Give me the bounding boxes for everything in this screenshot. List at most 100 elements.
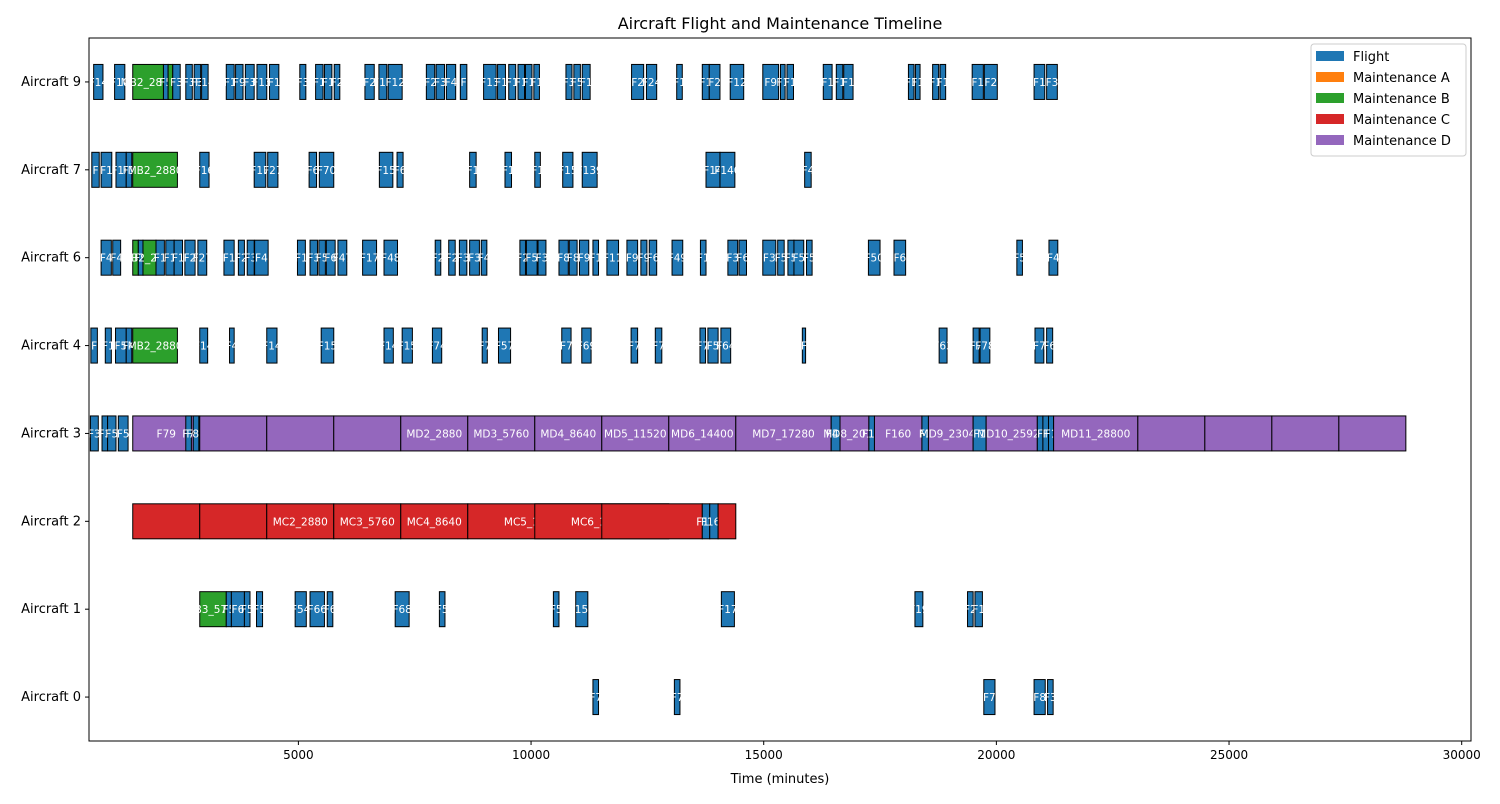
- task-bar: [299, 63, 307, 100]
- task-bar-group: F1: [1033, 63, 1046, 100]
- task-bar-group: F64: [716, 327, 736, 364]
- task-bar: [727, 239, 739, 276]
- task-bar-group: F3: [563, 63, 575, 100]
- task-bar-group: F9: [626, 239, 639, 276]
- task-bar-group: F48: [381, 239, 400, 276]
- task-bar-group: F70: [317, 151, 336, 188]
- task-label: F63: [933, 341, 952, 353]
- legend-label: Maintenance B: [1353, 92, 1450, 107]
- task-bar: [93, 63, 104, 100]
- legend-swatch: [1316, 72, 1344, 82]
- task-bar: [519, 239, 526, 276]
- task-bar: [631, 63, 645, 100]
- task-label: F8: [1033, 692, 1046, 704]
- task-label: F4: [478, 253, 491, 265]
- task-bar: [533, 63, 540, 100]
- task-bar-group: F16: [195, 151, 214, 188]
- x-axis-label: Time (minutes): [730, 772, 830, 787]
- task-bar-group: F1: [580, 63, 593, 100]
- task-label: F48: [381, 253, 400, 265]
- task-bar-group: F1: [776, 63, 789, 100]
- task-bar: [425, 63, 436, 100]
- task-label: F5: [115, 341, 128, 353]
- task-bar: [318, 239, 326, 276]
- task-bar: [318, 151, 335, 188]
- task-bar-group: F8: [567, 239, 580, 276]
- task-bar: [504, 151, 513, 188]
- task-bar-group: F49: [668, 239, 687, 276]
- task-bar: [125, 327, 133, 364]
- task-bar-group: F2: [331, 63, 343, 100]
- task-bar: [199, 415, 268, 452]
- task-bar-group: MD3_5760: [467, 415, 536, 452]
- task-bar-group: F17: [360, 239, 379, 276]
- task-bar: [243, 591, 251, 628]
- task-bar: [843, 63, 854, 100]
- task-label: F1: [123, 165, 136, 177]
- task-bar-group: F6: [1043, 327, 1056, 364]
- task-bar: [185, 63, 193, 100]
- task-bar-group: MD2_2880: [400, 415, 469, 452]
- task-bar-group: F4: [1047, 239, 1060, 276]
- task-bar: [269, 63, 280, 100]
- task-bar-group: F17: [250, 151, 270, 188]
- task-bar: [1016, 239, 1023, 276]
- task-bar: [648, 239, 658, 276]
- task-label: F78: [975, 341, 994, 353]
- task-bar: [184, 239, 196, 276]
- task-bar-group: [717, 503, 737, 540]
- task-bar: [592, 679, 600, 716]
- task-label: F1: [821, 77, 834, 89]
- task-bar-group: F7: [589, 679, 602, 716]
- task-label: F3: [536, 253, 549, 265]
- task-label: F14: [195, 77, 215, 89]
- task-bar: [575, 591, 589, 628]
- task-bar: [822, 63, 833, 100]
- task-label: F3: [170, 77, 183, 89]
- task-label: MC2_2880: [273, 516, 328, 528]
- task-bar: [1338, 415, 1407, 452]
- task-bar: [333, 415, 402, 452]
- task-bar: [235, 63, 244, 100]
- task-label: F5: [1013, 253, 1026, 265]
- task-bar-group: F4: [100, 239, 113, 276]
- task-label: F1: [515, 77, 528, 89]
- task-bar-group: [132, 503, 201, 540]
- legend-swatch: [1316, 51, 1344, 61]
- legend-swatch: [1316, 114, 1344, 124]
- task-bar-group: F7: [983, 679, 996, 716]
- task-label: F7: [628, 341, 641, 353]
- task-bar-group: F1: [821, 63, 834, 100]
- task-bar: [378, 63, 388, 100]
- task-label: F1: [502, 165, 515, 177]
- task-bar-group: MD9_23040: [920, 415, 982, 452]
- task-bar-group: F4: [478, 239, 491, 276]
- task-bar: [1137, 415, 1206, 452]
- task-bar-group: F1: [833, 63, 846, 100]
- task-label: F5: [316, 253, 329, 265]
- task-bar-group: [1137, 415, 1206, 452]
- task-label: F4: [802, 165, 815, 177]
- task-bar-group: F12: [727, 63, 747, 100]
- task-label: F47: [333, 253, 352, 265]
- task-label: MD9_23040: [920, 428, 982, 440]
- task-label: F4: [1047, 253, 1060, 265]
- task-label: F5: [436, 604, 449, 616]
- task-bar-group: F3: [457, 239, 469, 276]
- task-label: F15: [558, 165, 577, 177]
- task-bar: [100, 151, 113, 188]
- task-bar: [497, 63, 506, 100]
- task-label: MD4_8640: [540, 428, 596, 440]
- task-label: F17: [360, 253, 379, 265]
- task-label: F6: [324, 604, 337, 616]
- task-label: F9: [764, 77, 777, 89]
- task-label: F7: [560, 341, 573, 353]
- task-label: F5: [550, 604, 563, 616]
- task-label: MD7_17280: [752, 428, 814, 440]
- task-label: F66: [308, 604, 328, 616]
- task-bar: [223, 239, 235, 276]
- task-bar-group: F27: [193, 239, 212, 276]
- task-bar-group: F3: [434, 63, 447, 100]
